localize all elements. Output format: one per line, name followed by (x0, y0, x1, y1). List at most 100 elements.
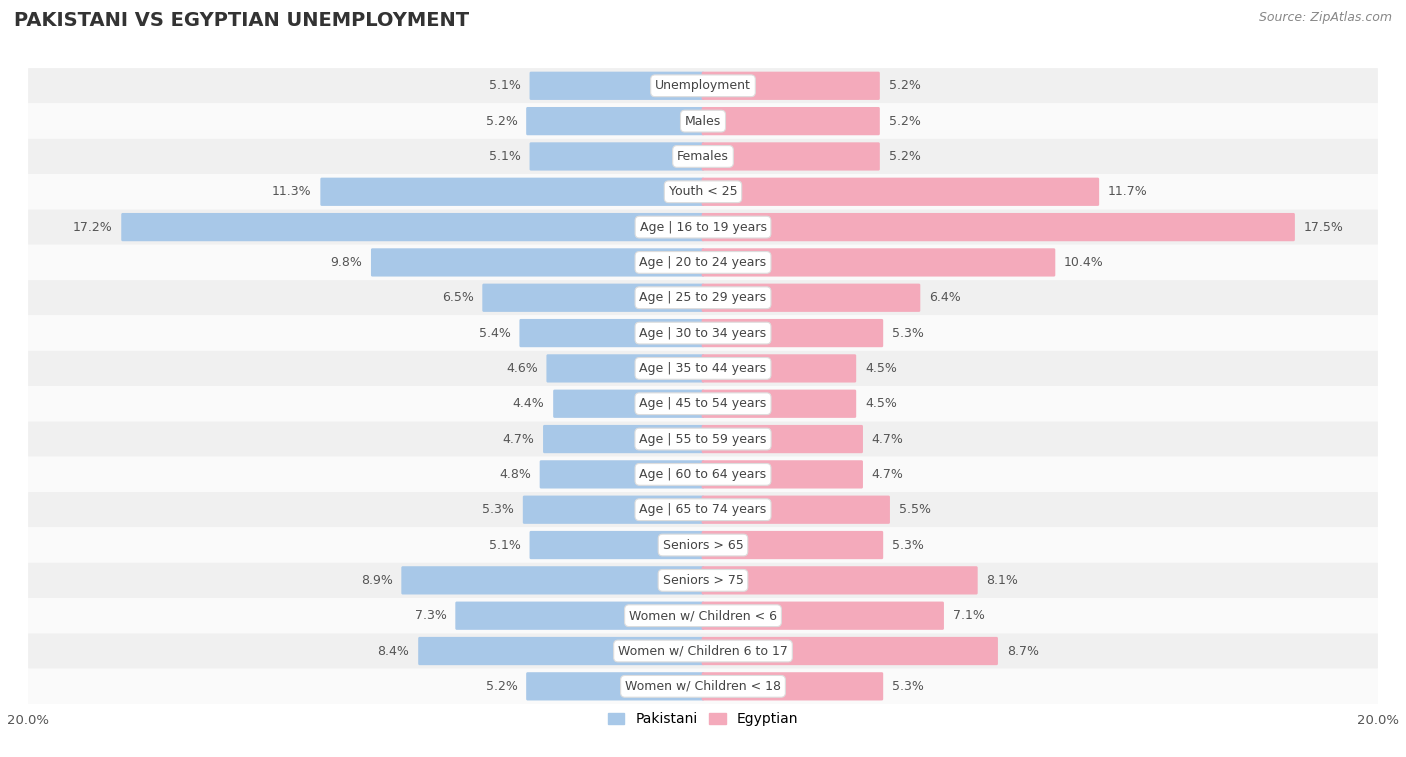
Text: 5.1%: 5.1% (489, 150, 520, 163)
FancyBboxPatch shape (702, 672, 883, 700)
Text: 8.4%: 8.4% (378, 644, 409, 658)
Text: Unemployment: Unemployment (655, 79, 751, 92)
Text: 4.7%: 4.7% (502, 432, 534, 446)
Text: 9.8%: 9.8% (330, 256, 363, 269)
Text: 17.2%: 17.2% (73, 220, 112, 234)
Text: 5.1%: 5.1% (489, 538, 520, 552)
FancyBboxPatch shape (530, 72, 704, 100)
Text: Seniors > 65: Seniors > 65 (662, 538, 744, 552)
FancyBboxPatch shape (702, 602, 943, 630)
Text: Women w/ Children < 18: Women w/ Children < 18 (626, 680, 780, 693)
Text: 5.3%: 5.3% (891, 680, 924, 693)
FancyBboxPatch shape (28, 422, 1378, 456)
FancyBboxPatch shape (121, 213, 704, 241)
Text: 4.7%: 4.7% (872, 468, 904, 481)
Text: 5.2%: 5.2% (485, 114, 517, 128)
Text: 5.3%: 5.3% (891, 326, 924, 340)
Text: 10.4%: 10.4% (1064, 256, 1104, 269)
FancyBboxPatch shape (418, 637, 704, 665)
Text: 4.8%: 4.8% (499, 468, 531, 481)
FancyBboxPatch shape (702, 107, 880, 136)
FancyBboxPatch shape (543, 425, 704, 453)
Text: 8.1%: 8.1% (987, 574, 1018, 587)
Text: PAKISTANI VS EGYPTIAN UNEMPLOYMENT: PAKISTANI VS EGYPTIAN UNEMPLOYMENT (14, 11, 470, 30)
FancyBboxPatch shape (28, 174, 1378, 210)
Text: 7.3%: 7.3% (415, 609, 447, 622)
Text: 5.2%: 5.2% (485, 680, 517, 693)
Text: 5.2%: 5.2% (889, 79, 921, 92)
Text: 6.4%: 6.4% (929, 291, 960, 304)
FancyBboxPatch shape (530, 531, 704, 559)
FancyBboxPatch shape (28, 68, 1378, 104)
FancyBboxPatch shape (28, 350, 1378, 386)
Text: 6.5%: 6.5% (441, 291, 474, 304)
Text: 4.5%: 4.5% (865, 362, 897, 375)
Text: Males: Males (685, 114, 721, 128)
Text: Females: Females (678, 150, 728, 163)
FancyBboxPatch shape (321, 178, 704, 206)
Text: Age | 16 to 19 years: Age | 16 to 19 years (640, 220, 766, 234)
FancyBboxPatch shape (28, 386, 1378, 422)
FancyBboxPatch shape (547, 354, 704, 382)
FancyBboxPatch shape (456, 602, 704, 630)
FancyBboxPatch shape (553, 390, 704, 418)
Text: 8.9%: 8.9% (361, 574, 392, 587)
FancyBboxPatch shape (28, 456, 1378, 492)
Text: Age | 65 to 74 years: Age | 65 to 74 years (640, 503, 766, 516)
FancyBboxPatch shape (702, 637, 998, 665)
FancyBboxPatch shape (523, 496, 704, 524)
Text: Women w/ Children < 6: Women w/ Children < 6 (628, 609, 778, 622)
FancyBboxPatch shape (702, 319, 883, 347)
FancyBboxPatch shape (702, 496, 890, 524)
Text: 11.3%: 11.3% (271, 185, 312, 198)
FancyBboxPatch shape (28, 139, 1378, 174)
Text: 5.4%: 5.4% (479, 326, 510, 340)
Text: 7.1%: 7.1% (953, 609, 984, 622)
FancyBboxPatch shape (526, 672, 704, 700)
FancyBboxPatch shape (702, 72, 880, 100)
Text: 5.3%: 5.3% (482, 503, 515, 516)
FancyBboxPatch shape (28, 492, 1378, 528)
FancyBboxPatch shape (702, 213, 1295, 241)
FancyBboxPatch shape (28, 316, 1378, 350)
FancyBboxPatch shape (702, 354, 856, 382)
Text: 5.2%: 5.2% (889, 114, 921, 128)
FancyBboxPatch shape (702, 142, 880, 170)
FancyBboxPatch shape (702, 531, 883, 559)
Text: Youth < 25: Youth < 25 (669, 185, 737, 198)
Text: 5.1%: 5.1% (489, 79, 520, 92)
FancyBboxPatch shape (702, 284, 921, 312)
Text: 17.5%: 17.5% (1303, 220, 1344, 234)
Text: 11.7%: 11.7% (1108, 185, 1147, 198)
Text: Age | 45 to 54 years: Age | 45 to 54 years (640, 397, 766, 410)
FancyBboxPatch shape (526, 107, 704, 136)
FancyBboxPatch shape (28, 280, 1378, 316)
FancyBboxPatch shape (702, 248, 1056, 276)
FancyBboxPatch shape (28, 562, 1378, 598)
Text: 4.7%: 4.7% (872, 432, 904, 446)
FancyBboxPatch shape (28, 598, 1378, 634)
Text: Seniors > 75: Seniors > 75 (662, 574, 744, 587)
FancyBboxPatch shape (702, 460, 863, 488)
Text: Age | 30 to 34 years: Age | 30 to 34 years (640, 326, 766, 340)
Text: Age | 60 to 64 years: Age | 60 to 64 years (640, 468, 766, 481)
FancyBboxPatch shape (519, 319, 704, 347)
FancyBboxPatch shape (28, 245, 1378, 280)
Text: Age | 25 to 29 years: Age | 25 to 29 years (640, 291, 766, 304)
Text: 5.2%: 5.2% (889, 150, 921, 163)
FancyBboxPatch shape (28, 634, 1378, 668)
Text: Age | 20 to 24 years: Age | 20 to 24 years (640, 256, 766, 269)
FancyBboxPatch shape (28, 104, 1378, 139)
Text: 5.5%: 5.5% (898, 503, 931, 516)
Text: Age | 35 to 44 years: Age | 35 to 44 years (640, 362, 766, 375)
Text: 4.5%: 4.5% (865, 397, 897, 410)
Text: Age | 55 to 59 years: Age | 55 to 59 years (640, 432, 766, 446)
FancyBboxPatch shape (371, 248, 704, 276)
Text: 8.7%: 8.7% (1007, 644, 1039, 658)
FancyBboxPatch shape (28, 210, 1378, 245)
FancyBboxPatch shape (530, 142, 704, 170)
FancyBboxPatch shape (702, 566, 977, 594)
FancyBboxPatch shape (702, 390, 856, 418)
FancyBboxPatch shape (702, 425, 863, 453)
FancyBboxPatch shape (28, 528, 1378, 562)
